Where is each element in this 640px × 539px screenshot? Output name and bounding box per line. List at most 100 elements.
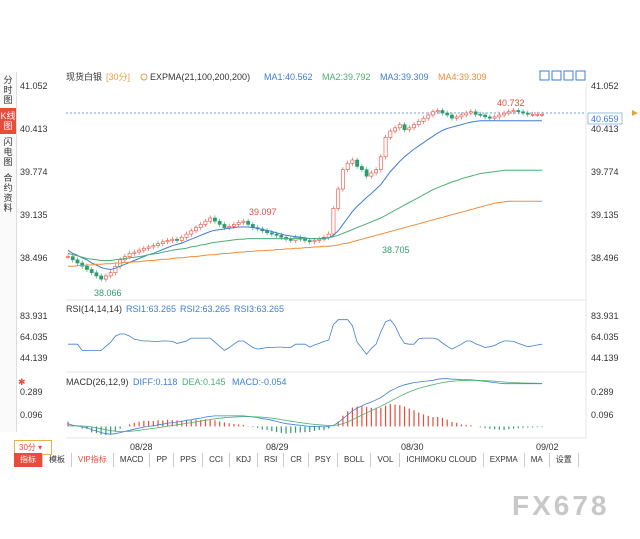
candle <box>402 124 407 131</box>
vip-indicator-tab[interactable]: VIP指标 <box>72 453 114 467</box>
boll-button[interactable]: BOLL <box>338 453 372 467</box>
ma-button[interactable]: MA <box>525 453 550 467</box>
candle <box>450 114 454 119</box>
candle <box>497 114 502 118</box>
pp-button[interactable]: PP <box>150 453 175 467</box>
cr-button[interactable]: CR <box>284 453 309 467</box>
candle <box>326 233 331 238</box>
price-tick-2: 40.413 <box>591 124 619 134</box>
candle <box>198 224 203 228</box>
candle <box>227 226 232 228</box>
rsi-tick-left-1: 83.931 <box>20 311 48 321</box>
candle <box>492 116 497 119</box>
macd-title: MACD(26,12,9) <box>66 377 129 387</box>
candle <box>104 275 108 280</box>
ma4-label: MA4:39.309 <box>438 72 487 82</box>
ma2-line <box>67 169 542 261</box>
macd-tick-left-2: 0.096 <box>20 410 43 420</box>
indicator-bar: 指标 模板 VIP指标 MACD PP PPS CCI KDJ RSI CR P… <box>14 453 620 467</box>
candle <box>464 112 469 116</box>
zoom-in-icon[interactable] <box>539 70 550 81</box>
candle <box>473 111 478 115</box>
tab-time-share[interactable]: 分时图 <box>3 75 13 105</box>
candle <box>175 238 179 241</box>
ma3-line <box>68 200 542 267</box>
candle <box>336 188 341 209</box>
candle <box>89 269 94 273</box>
period-select-label: 30分 <box>19 443 36 452</box>
candle <box>459 114 464 118</box>
candle <box>521 111 525 114</box>
macd-button[interactable]: MACD <box>114 453 151 467</box>
template-tab[interactable]: 模板 <box>43 453 72 467</box>
candle <box>222 224 227 228</box>
candle <box>241 220 246 223</box>
candle <box>393 127 397 132</box>
watermark: FX678 <box>512 490 610 521</box>
candle <box>132 251 137 254</box>
candle <box>355 159 360 167</box>
ma2-label: MA2:39.792 <box>322 72 371 82</box>
price-tick-left-3: 39.774 <box>20 167 48 177</box>
candle <box>141 247 146 251</box>
price-tick-left-1: 41.052 <box>20 81 48 91</box>
tab-flash[interactable]: 闪电图 <box>3 137 13 167</box>
macd-diff-label: DIFF:0.118 <box>133 377 177 387</box>
macd-value-label: MACD:-0.054 <box>232 377 287 387</box>
kdj-button[interactable]: KDJ <box>230 453 259 467</box>
price-tick-3: 39.774 <box>591 167 619 177</box>
zoom-out-icon[interactable] <box>551 70 562 81</box>
candle <box>288 238 293 241</box>
candle <box>165 240 170 243</box>
tab-kline[interactable]: K线图 <box>0 108 16 134</box>
current-price-label: 40.659 <box>591 114 619 124</box>
settings-button[interactable]: 设置 <box>550 453 579 467</box>
settings-icon[interactable] <box>140 73 148 81</box>
date-label-1: 08/28 <box>130 442 153 452</box>
current-price-box <box>587 112 623 125</box>
candle <box>383 137 388 158</box>
price-tick-left-5: 38.496 <box>20 253 48 263</box>
candle <box>99 275 104 280</box>
indicator-tab[interactable]: 指标 <box>14 453 43 467</box>
rsi-title: RSI(14,14,14) <box>66 304 122 314</box>
candle <box>440 110 445 114</box>
macd-dea-line <box>67 379 543 432</box>
candle <box>468 111 473 114</box>
date-label-3: 08/30 <box>401 442 424 452</box>
move-right-icon[interactable] <box>575 70 586 81</box>
expma-button[interactable]: EXPMA <box>484 453 525 467</box>
move-left-icon[interactable] <box>563 70 574 81</box>
candle <box>85 265 89 270</box>
ma1-label: MA1:40.562 <box>264 72 313 82</box>
vol-button[interactable]: VOL <box>371 453 401 467</box>
symbol-label: 现货白银 <box>66 71 102 82</box>
cci-button[interactable]: CCI <box>203 453 230 467</box>
tab-contract-info[interactable]: 合约资料 <box>3 173 13 213</box>
candle <box>303 238 307 241</box>
candle <box>160 241 165 245</box>
view-sidebar: 分时图 K线图 闪电图 合约资料 <box>0 72 17 432</box>
candle <box>108 272 113 277</box>
macd-settings-icon[interactable]: ✱ <box>18 377 26 387</box>
macd-diff-line <box>67 378 542 435</box>
candle <box>184 233 189 238</box>
rsi2-label: RSI2:63.265 <box>180 304 230 314</box>
candle <box>506 111 511 114</box>
ichimoku-button[interactable]: ICHIMOKU CLOUD <box>400 453 484 467</box>
candle <box>378 156 383 170</box>
pps-button[interactable]: PPS <box>174 453 204 467</box>
candle <box>397 124 402 129</box>
candle <box>374 169 379 174</box>
candle <box>407 127 412 131</box>
rsi-button[interactable]: RSI <box>258 453 285 467</box>
candle <box>179 236 184 241</box>
candle <box>454 116 459 119</box>
candle <box>525 112 530 115</box>
candle <box>127 253 132 257</box>
psy-button[interactable]: PSY <box>309 453 338 467</box>
candle <box>156 243 160 246</box>
candle <box>445 112 450 116</box>
candle <box>246 220 251 225</box>
